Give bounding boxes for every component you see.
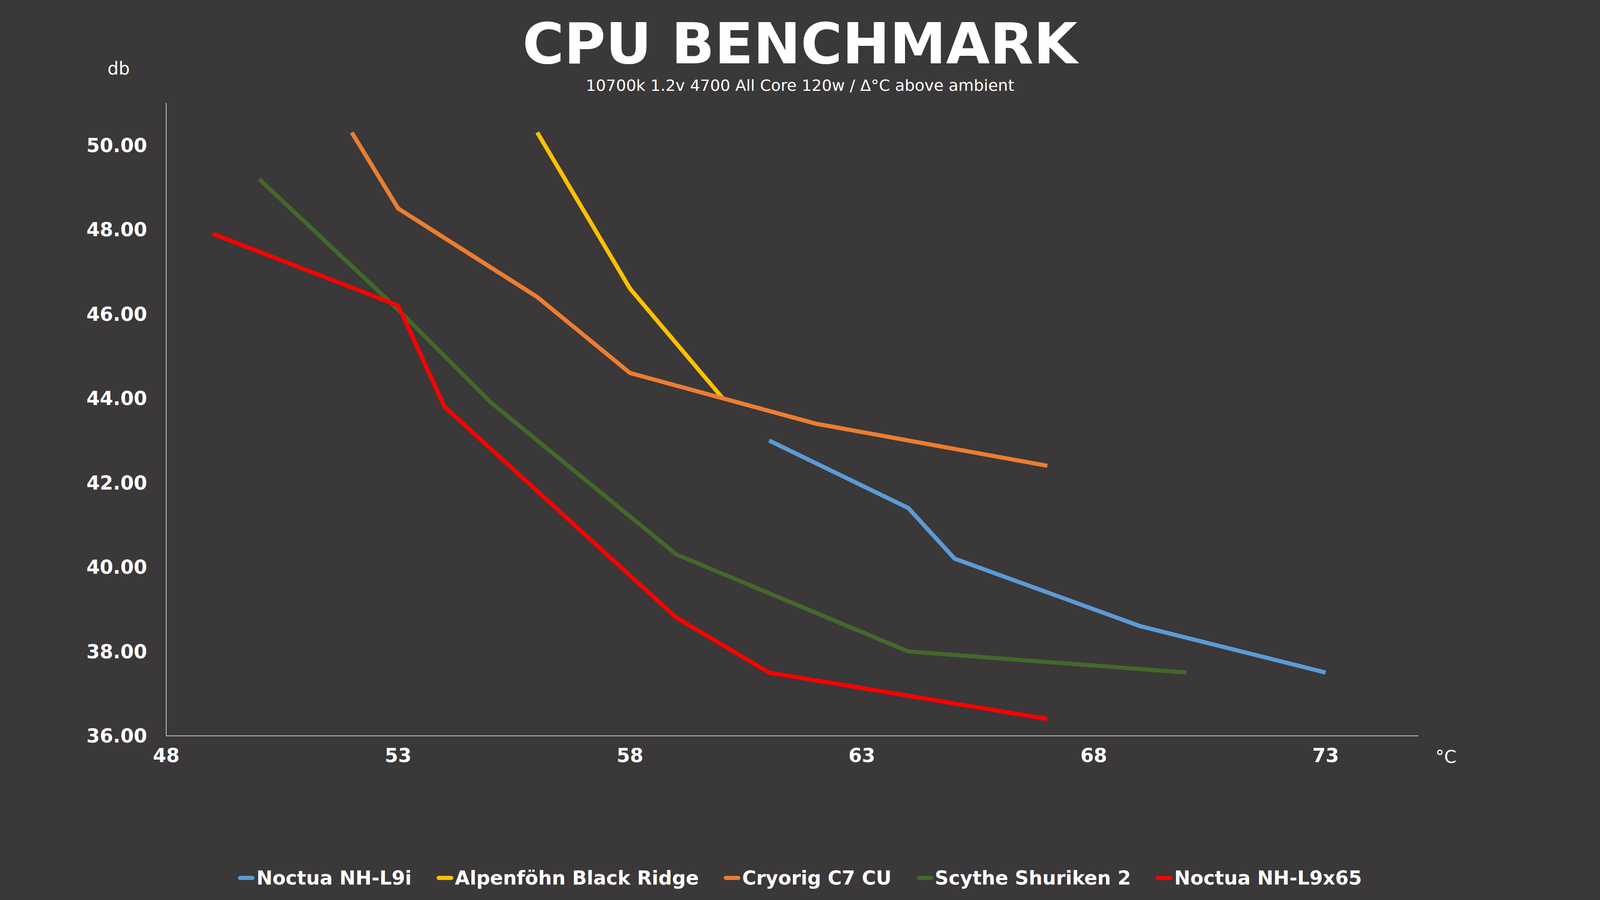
html-text:Scythe Shuriken 2: Scythe Shuriken 2 bbox=[934, 866, 1131, 890]
html-text:CPU BENCHMARK: CPU BENCHMARK bbox=[522, 10, 1078, 77]
svg-text:40.00: 40.00 bbox=[86, 555, 148, 579]
svg-text:53: 53 bbox=[384, 744, 412, 767]
html-text:10700k 1.2v 4700 All Core 120w: 10700k 1.2v 4700 All Core 120w / Δ°C abo… bbox=[585, 76, 1015, 95]
svg-text:73: 73 bbox=[1312, 744, 1339, 767]
svg-text:68: 68 bbox=[1080, 744, 1108, 767]
svg-text:48.00: 48.00 bbox=[86, 218, 148, 241]
svg-text:38.00: 38.00 bbox=[86, 640, 148, 663]
svg-text:42.00: 42.00 bbox=[86, 471, 148, 495]
svg-text:46.00: 46.00 bbox=[86, 302, 148, 326]
svg-text:44.00: 44.00 bbox=[86, 387, 148, 410]
html-text:Noctua NH-L9x65: Noctua NH-L9x65 bbox=[1174, 866, 1362, 890]
html-text:°C: °C bbox=[1435, 746, 1457, 768]
svg-text:50.00: 50.00 bbox=[86, 134, 148, 157]
html-text:Cryorig C7 CU: Cryorig C7 CU bbox=[742, 866, 892, 890]
svg-text:63: 63 bbox=[848, 744, 875, 767]
html-text:db: db bbox=[107, 58, 130, 79]
svg-text:58: 58 bbox=[616, 744, 644, 767]
svg-text:48: 48 bbox=[152, 744, 180, 767]
html-text:Alpenföhn Black Ridge: Alpenföhn Black Ridge bbox=[454, 866, 699, 890]
svg-text:36.00: 36.00 bbox=[86, 724, 148, 748]
html-text:Noctua NH-L9i: Noctua NH-L9i bbox=[256, 866, 412, 890]
